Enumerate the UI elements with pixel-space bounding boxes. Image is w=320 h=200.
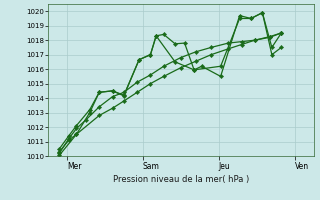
X-axis label: Pression niveau de la mer( hPa ): Pression niveau de la mer( hPa ) <box>113 175 249 184</box>
